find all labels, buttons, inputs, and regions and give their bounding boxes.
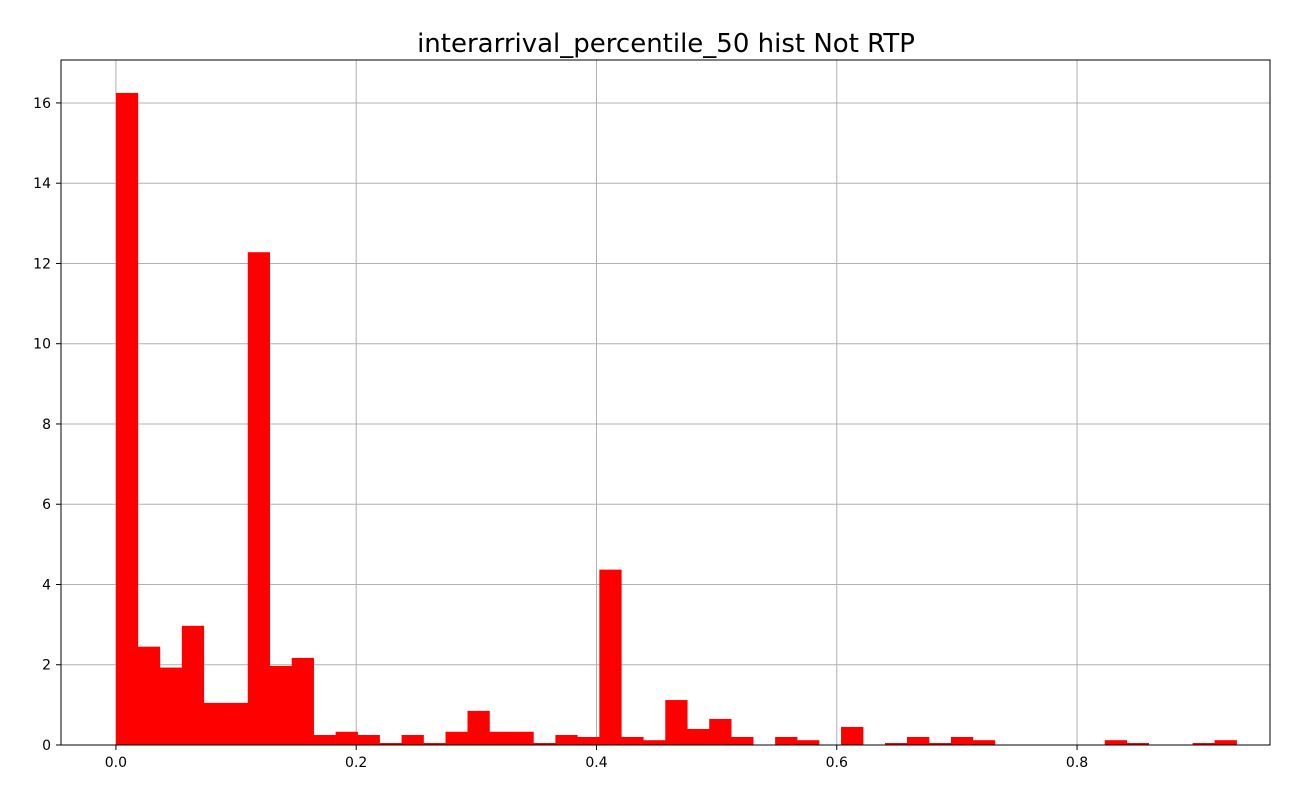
histogram-bar — [115, 92, 139, 745]
chart-title: interarrival_percentile_50 hist Not RTP — [417, 29, 915, 59]
histogram-bar — [906, 736, 930, 745]
histogram-bar — [379, 742, 402, 745]
histogram-bar — [181, 625, 205, 745]
histogram-bar — [269, 665, 292, 745]
histogram-bar — [489, 731, 512, 745]
histogram-bar — [687, 728, 710, 745]
x-tick-label: 0.8 — [1066, 755, 1088, 771]
histogram-bar — [1214, 740, 1237, 745]
histogram-bar — [709, 718, 732, 745]
histogram-bar — [313, 734, 336, 745]
y-tick-label: 10 — [33, 337, 51, 353]
histogram-bar — [643, 740, 666, 745]
y-tick-label: 8 — [42, 417, 51, 433]
y-tick-label: 6 — [42, 497, 51, 513]
histogram-bar — [335, 731, 358, 745]
histogram-bar — [797, 740, 820, 745]
y-tick-label: 14 — [33, 176, 51, 192]
x-tick-label: 0.0 — [105, 755, 127, 771]
histogram-bar — [928, 742, 952, 745]
histogram-bar — [247, 252, 271, 745]
histogram-bar — [577, 736, 600, 745]
y-tick-label: 12 — [33, 256, 51, 272]
y-tick-label: 4 — [42, 577, 51, 593]
histogram-bar — [775, 736, 798, 745]
histogram-bars — [115, 92, 1237, 745]
x-axis: 0.0 0.2 0.4 0.6 0.8 — [105, 745, 1088, 771]
histogram-bar — [401, 734, 424, 745]
histogram-bar — [665, 700, 688, 745]
histogram-bar — [841, 726, 864, 745]
histogram-bar — [731, 736, 754, 745]
histogram-bar — [599, 569, 622, 745]
histogram-bar — [291, 657, 314, 745]
histogram-bar — [467, 710, 490, 745]
histogram-bar — [225, 702, 249, 745]
histogram-bar — [445, 731, 468, 745]
histogram-bar — [159, 667, 183, 745]
histogram-bar — [357, 734, 380, 745]
y-tick-label: 2 — [42, 658, 51, 674]
histogram-bar — [1126, 742, 1149, 745]
plot-frame — [60, 59, 1271, 746]
histogram-bar — [137, 646, 161, 745]
x-tick-label: 0.4 — [585, 755, 607, 771]
histogram-bar — [621, 736, 644, 745]
y-axis: 0 2 4 6 8 10 12 14 16 — [33, 96, 61, 754]
y-tick-label: 16 — [33, 96, 51, 112]
histogram-bar — [203, 702, 227, 745]
grid-lines — [61, 60, 1270, 746]
histogram-bar — [972, 740, 996, 745]
histogram-bar — [1104, 740, 1128, 745]
x-tick-label: 0.6 — [826, 755, 848, 771]
y-tick-label: 0 — [42, 738, 51, 754]
histogram-bar — [885, 742, 908, 745]
histogram-bar — [533, 742, 556, 745]
histogram-bar — [950, 736, 974, 745]
histogram-bar — [1192, 742, 1215, 745]
histogram-bar — [423, 742, 446, 745]
x-tick-label: 0.2 — [345, 755, 367, 771]
histogram-bar — [511, 731, 534, 745]
histogram-bar — [555, 734, 578, 745]
